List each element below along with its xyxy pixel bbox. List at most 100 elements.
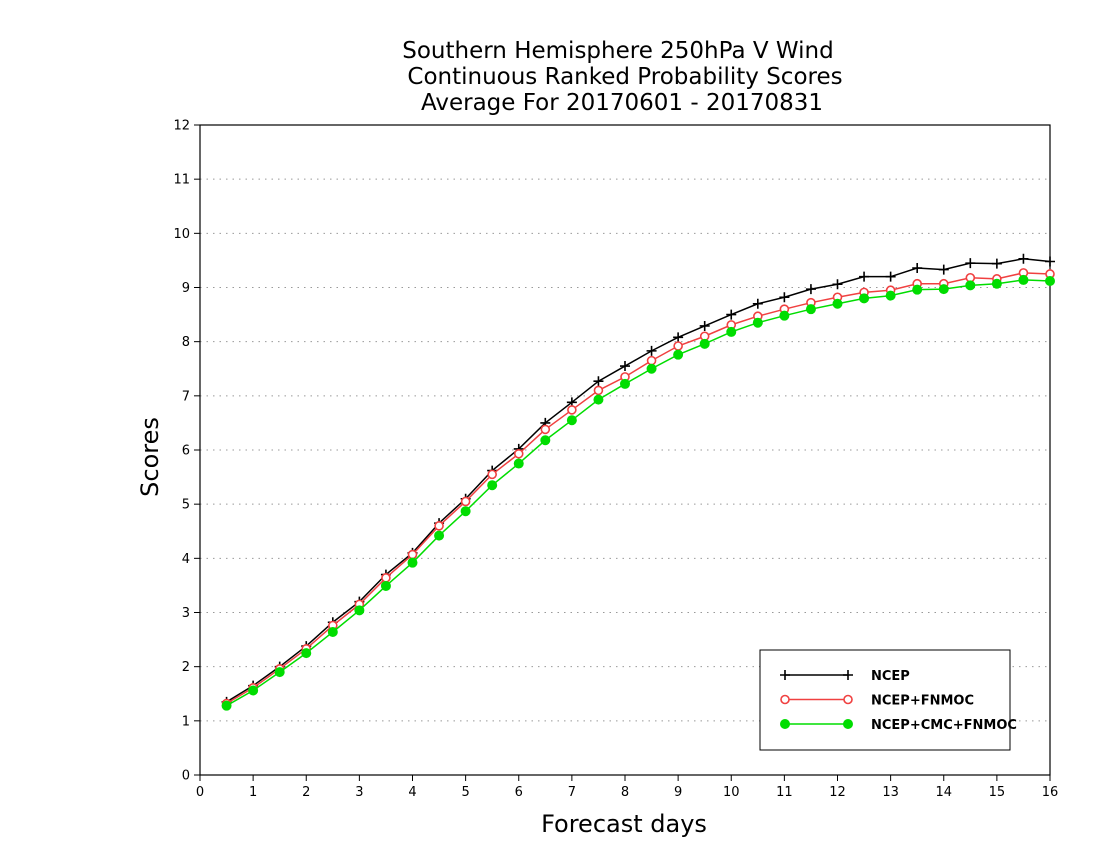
data-point <box>327 627 338 637</box>
data-point <box>699 338 710 349</box>
data-point <box>912 263 923 273</box>
data-point <box>487 469 497 480</box>
series-ncep-fnmoc <box>221 268 1055 709</box>
y-tick-label: 4 <box>182 552 190 567</box>
x-tick-label: 6 <box>515 785 523 800</box>
data-point <box>780 694 790 705</box>
data-point <box>620 378 630 389</box>
data-point <box>843 670 853 680</box>
data-point <box>779 310 790 321</box>
data-point <box>859 293 870 304</box>
data-point <box>620 361 630 372</box>
x-tick-label: 16 <box>1042 785 1059 800</box>
y-tick-label: 6 <box>182 444 190 459</box>
y-tick-label: 0 <box>182 769 190 784</box>
x-tick-label: 5 <box>461 785 469 800</box>
data-point <box>540 424 551 435</box>
data-point <box>805 284 816 295</box>
legend: NCEP NCEP+FNMOC NCEP+CMC+FNMOC <box>759 649 1017 751</box>
data-point <box>673 349 684 360</box>
grid-lines <box>200 178 1050 722</box>
data-point <box>593 376 604 387</box>
data-point <box>380 580 391 591</box>
title-line-2: Continuous Ranked Probability Scores <box>407 64 842 90</box>
x-tick-label: 0 <box>196 785 204 800</box>
data-point <box>726 309 737 320</box>
data-point <box>248 685 259 696</box>
data-point <box>460 496 471 507</box>
x-tick-label: 11 <box>776 785 793 800</box>
series-line <box>226 272 1051 705</box>
series-layer <box>221 253 1055 711</box>
x-tick-label: 2 <box>302 785 310 800</box>
data-point <box>1045 276 1055 286</box>
title-line-1: Southern Hemisphere 250hPa V Wind <box>402 38 833 64</box>
x-tick-label: 1 <box>249 785 257 800</box>
data-point <box>843 719 853 729</box>
legend-label: NCEP+CMC+FNMOC <box>871 718 1017 733</box>
data-point <box>566 415 577 426</box>
data-point <box>407 557 418 568</box>
x-tick-label: 14 <box>935 785 952 800</box>
data-point <box>567 405 577 415</box>
data-point <box>593 394 604 405</box>
title-line-3: Average For 20170601 - 20170831 <box>421 90 823 116</box>
data-point <box>381 573 391 583</box>
legend-item: NCEP <box>780 669 910 684</box>
series-ncep-cmc-fnmoc <box>221 274 1055 711</box>
y-tick-label: 10 <box>173 227 190 242</box>
x-tick-label: 12 <box>829 785 846 800</box>
x-tick-label: 10 <box>723 785 740 800</box>
data-point <box>832 279 843 290</box>
legend-label: NCEP <box>871 669 910 684</box>
data-point <box>965 258 976 269</box>
data-point <box>965 280 976 291</box>
data-point <box>726 326 737 337</box>
data-point <box>843 694 853 705</box>
y-tick-label: 9 <box>182 281 190 296</box>
data-point <box>221 700 232 711</box>
y-tick-label: 5 <box>182 498 190 513</box>
data-point <box>752 298 763 309</box>
x-tick-label: 8 <box>621 785 629 800</box>
data-point <box>513 448 524 459</box>
data-point <box>832 298 843 309</box>
series-line <box>226 258 1051 703</box>
data-point <box>752 317 763 328</box>
data-point <box>434 530 445 541</box>
chart-title: Southern Hemisphere 250hPa V Wind Contin… <box>402 38 842 116</box>
data-point <box>859 271 870 282</box>
y-tick-label: 2 <box>182 660 190 675</box>
data-point <box>673 332 684 343</box>
data-point <box>1018 253 1029 264</box>
data-point <box>780 719 790 729</box>
y-tick-label: 7 <box>182 389 190 404</box>
data-point <box>885 271 896 282</box>
y-tick-label: 12 <box>173 119 190 134</box>
data-point <box>487 480 498 491</box>
y-tick-label: 8 <box>182 335 190 350</box>
series-ncep <box>221 253 1055 707</box>
x-tick-label: 4 <box>408 785 416 800</box>
data-point <box>460 506 471 517</box>
data-point <box>991 278 1002 289</box>
data-point <box>673 341 683 351</box>
data-point <box>354 605 365 616</box>
data-point <box>540 435 551 446</box>
data-point <box>646 363 657 374</box>
legend-item: NCEP+CMC+FNMOC <box>780 718 1017 733</box>
x-tick-label: 15 <box>989 785 1006 800</box>
data-point <box>646 345 657 356</box>
y-axis-title: Scores <box>136 417 164 497</box>
y-tick-label: 1 <box>182 714 190 729</box>
data-point <box>434 521 444 531</box>
data-point <box>1045 256 1055 267</box>
data-point <box>938 284 949 295</box>
y-tick-label: 11 <box>173 173 190 188</box>
data-point <box>513 458 524 469</box>
x-tick-label: 9 <box>674 785 682 800</box>
data-point <box>938 264 949 275</box>
data-point <box>301 648 312 659</box>
x-tick-label: 3 <box>355 785 363 800</box>
data-point <box>593 385 604 396</box>
